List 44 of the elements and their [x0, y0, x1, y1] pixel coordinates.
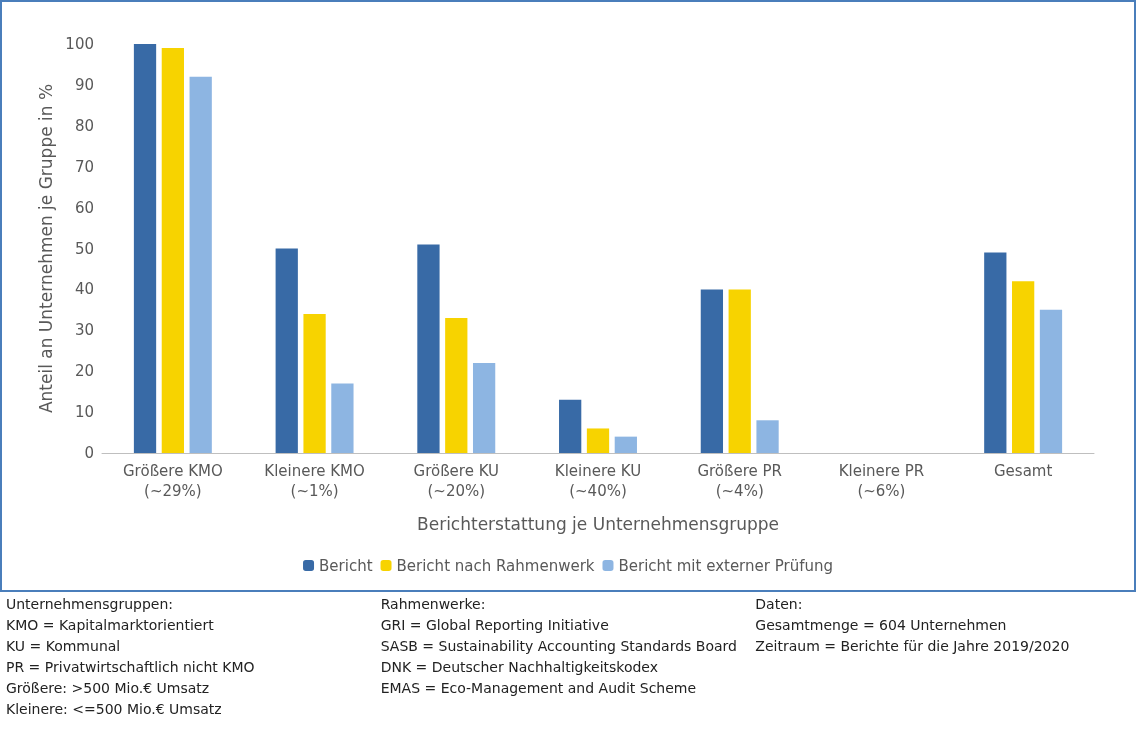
x-tick-label: Größere KMO (~29%)	[122, 462, 223, 500]
y-tick-label: 100	[65, 35, 94, 53]
legend-label: Bericht nach Rahmenwerk	[396, 556, 595, 575]
bar	[756, 420, 779, 453]
bar	[614, 436, 637, 453]
y-tick-label: 30	[74, 321, 94, 340]
bar	[189, 76, 212, 453]
x-tick-label: Größere KU (~20%)	[413, 462, 500, 500]
text: Rahmenwerke: GRI = Global Reporting Initiative SASB = Sustainability Accounting Standards Board DNK = Deutscher Nachhaltigkeitskodex EMAS = Eco-Management and Audit Scheme	[380, 595, 738, 698]
x-axis-title: Berichterstattung je Unternehmensgruppe	[417, 513, 779, 534]
y-tick-label: 80	[74, 116, 94, 135]
bar	[1012, 281, 1035, 453]
y-tick-label: 20	[74, 362, 94, 381]
bar	[303, 313, 326, 453]
y-axis-title: Anteil an Unternehmen je Gruppe in %	[35, 83, 56, 414]
x-tick-label: Größere PR (~4%)	[697, 462, 783, 500]
bar	[133, 44, 157, 453]
bar	[161, 48, 184, 453]
legend-label: Bericht	[319, 556, 373, 575]
text: Daten: Gesamtmenge = 604 Unternehmen Zeitraum = Berichte für die Jahre 2019/2020	[755, 595, 1071, 656]
bar	[728, 289, 751, 453]
bar	[445, 318, 468, 453]
bar	[472, 363, 496, 453]
text: Unternehmensgruppen: KMO = Kapitalmarktorientiert KU = Kommunal PR = Privatwirtschaftlich nicht KMO Größere: >500 Mio.€ Umsatz Kleinere: <=500 Mio.€ Umsatz	[6, 595, 256, 719]
legend-label: Bericht mit externer Prüfung	[618, 556, 833, 575]
x-tick-label: Kleinere PR (~6%)	[838, 462, 925, 500]
bar	[275, 248, 298, 453]
x-tick-label: Kleinere KU (~40%)	[554, 462, 642, 500]
bar	[984, 252, 1007, 453]
x-tick-label: Gesamt	[993, 462, 1053, 480]
x-tick-label: Kleinere KMO (~1%)	[264, 462, 365, 500]
y-tick-label: 50	[74, 239, 94, 258]
y-tick-label: 0	[84, 444, 94, 462]
y-tick-label: 10	[74, 403, 94, 422]
bar	[559, 399, 582, 453]
bar	[331, 383, 354, 453]
bar	[586, 428, 610, 453]
y-tick-label: 90	[74, 75, 94, 94]
bar	[700, 289, 724, 453]
bar	[417, 244, 440, 453]
y-tick-label: 40	[74, 280, 94, 299]
bar	[1039, 309, 1063, 453]
y-tick-label: 60	[74, 198, 94, 217]
y-tick-label: 70	[74, 157, 94, 176]
